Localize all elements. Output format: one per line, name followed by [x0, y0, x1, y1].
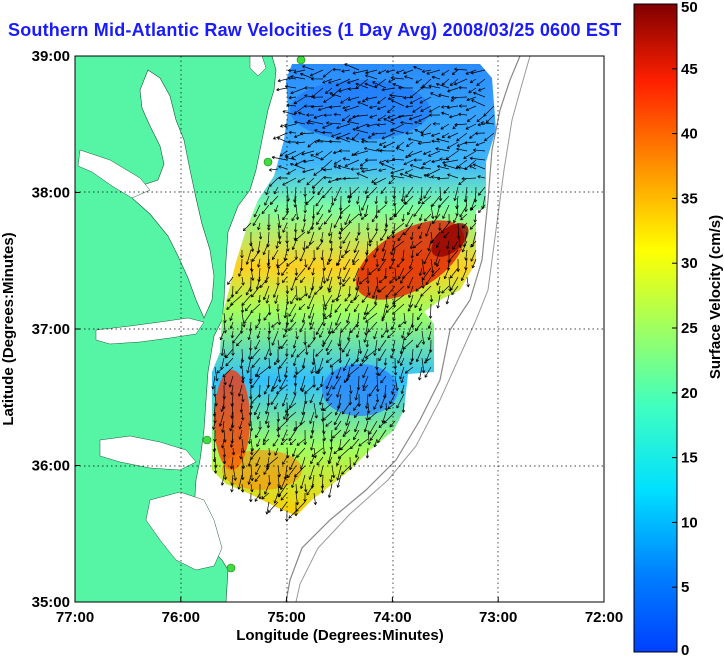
y-tick-label: 36:00 — [32, 458, 70, 475]
colorbar — [633, 3, 678, 653]
radar-station — [263, 157, 273, 167]
colorbar-tick-label: 45 — [681, 61, 698, 78]
y-axis-label: Latitude (Degrees:Minutes) — [0, 232, 17, 425]
potomac-river — [77, 149, 151, 199]
y-tick-label: 39:00 — [32, 48, 70, 65]
y-tick-label: 35:00 — [32, 594, 70, 611]
colorbar-tick-label: 0 — [681, 642, 689, 659]
radar-station — [226, 563, 236, 573]
slow-north-region — [290, 80, 430, 140]
velocity-arrow-paths — [211, 63, 495, 522]
y-tick-label: 38:00 — [32, 185, 70, 202]
x-tick-label: 72:00 — [585, 609, 623, 626]
bathymetry-contour — [285, 56, 521, 602]
bathymetry-contour — [295, 56, 531, 602]
chesapeake-bay — [131, 69, 215, 319]
colorbar-tick-label: 30 — [681, 255, 698, 272]
nearshore-fast-current-south — [222, 450, 302, 490]
x-tick-label: 75:00 — [267, 609, 305, 626]
colorbar-tick-label: 35 — [681, 190, 698, 207]
y-tick-label: 37:00 — [32, 321, 70, 338]
colorbar-tick-label: 25 — [681, 320, 698, 337]
colorbar-tick-label: 15 — [681, 450, 698, 467]
radar-station — [202, 435, 212, 445]
colorbar-tick-label: 20 — [681, 385, 698, 402]
x-axis-label: Longitude (Degrees:Minutes) — [236, 627, 444, 644]
x-tick-label: 74:00 — [373, 609, 411, 626]
x-tick-label: 77:00 — [56, 609, 94, 626]
colorbar-tick-label: 10 — [681, 514, 698, 531]
high-velocity-core — [431, 223, 469, 257]
james-river — [95, 317, 205, 345]
colorbar-tick-label: 5 — [681, 579, 689, 596]
pamlico-sound — [145, 491, 223, 571]
colorbar-tick-label: 50 — [681, 0, 698, 16]
x-tick-label: 73:00 — [479, 609, 517, 626]
x-tick-label: 76:00 — [162, 609, 200, 626]
grid-lines — [75, 56, 604, 602]
radar-station — [296, 56, 306, 65]
map-title: Southern Mid-Atlantic Raw Velocities (1 … — [8, 20, 622, 40]
velocity-field — [212, 64, 496, 516]
velocity-vectors — [211, 63, 495, 522]
colorbar-tick-label: 40 — [681, 126, 698, 143]
delaware-bay — [249, 56, 267, 77]
colorbar-label: Surface Velocity (cm/s) — [707, 215, 724, 379]
